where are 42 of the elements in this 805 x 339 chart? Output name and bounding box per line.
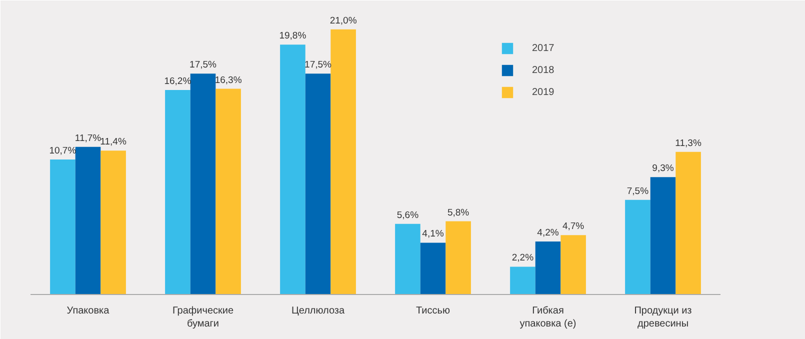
bar — [676, 152, 701, 294]
bar — [100, 150, 126, 294]
bar — [395, 224, 420, 294]
data-label: 4,7% — [562, 221, 585, 232]
bar — [446, 221, 471, 294]
bar — [510, 266, 536, 294]
data-label: 9,3% — [652, 163, 674, 174]
legend-label: 2019 — [532, 86, 554, 98]
data-label: 16,3% — [214, 74, 242, 86]
x-tick-label: Графические бумаги — [172, 306, 234, 330]
x-tick-label: Тиссью — [416, 306, 450, 316]
bar — [190, 74, 216, 294]
data-label: 5,6% — [396, 210, 420, 221]
data-label: 11,7% — [74, 132, 102, 144]
bar — [330, 29, 356, 294]
bar — [75, 146, 101, 294]
x-tick-label: Целлюлоза — [291, 306, 345, 316]
bar — [50, 159, 76, 294]
x-tick-label: Упаковка — [66, 306, 110, 316]
legend-label: 2017 — [532, 42, 554, 54]
bar — [305, 74, 331, 294]
data-label: 11,3% — [675, 138, 702, 149]
data-label: 4,1% — [422, 228, 444, 240]
data-label: 21,0% — [330, 15, 358, 26]
x-tick-label: Продукци из древесины — [634, 306, 692, 330]
data-label: 2,2% — [512, 252, 534, 264]
bar — [560, 235, 586, 294]
bar — [165, 90, 190, 294]
bar — [625, 200, 650, 294]
bar — [535, 241, 561, 294]
data-label: 4,2% — [537, 227, 560, 238]
x-tick-label: Гибкая упаковка (e) — [520, 306, 576, 330]
bar — [216, 88, 241, 294]
legend-label: 2018 — [532, 64, 554, 76]
data-label: 11,4% — [100, 136, 127, 148]
data-label: 17,5% — [190, 60, 218, 71]
bar — [280, 44, 306, 294]
bar — [420, 242, 446, 294]
data-label: 5,8% — [447, 207, 470, 218]
data-label: 7,5% — [626, 186, 650, 197]
bar — [650, 177, 676, 294]
data-label: 19,8% — [279, 30, 307, 42]
